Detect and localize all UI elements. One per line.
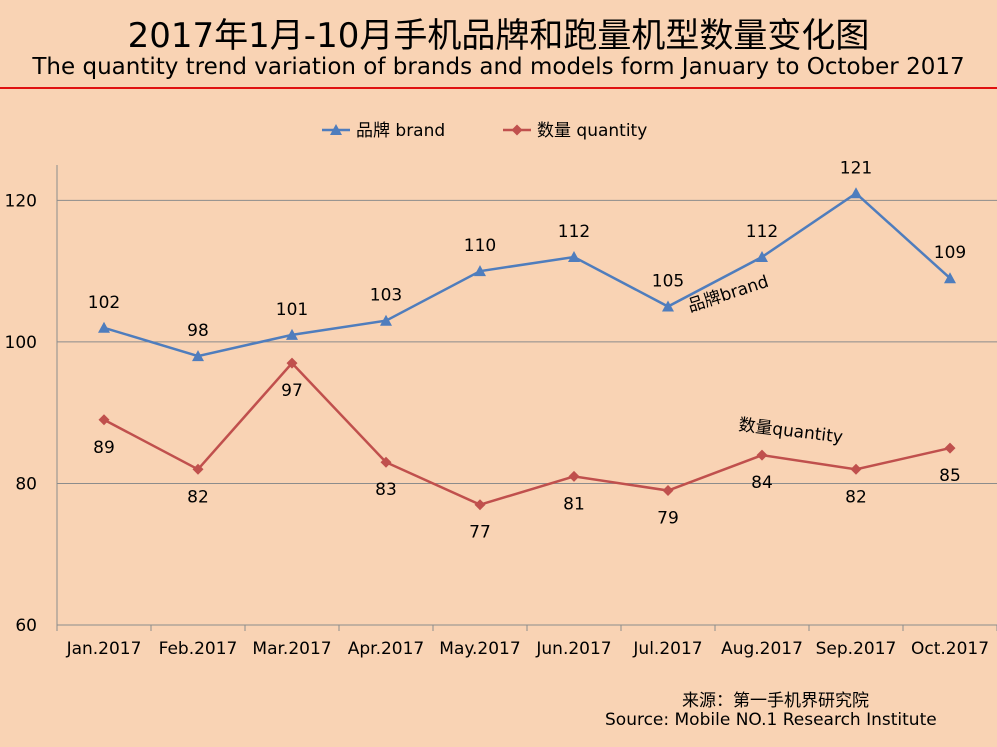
data-label: 102 [88,293,120,313]
data-label: 101 [276,300,308,320]
data-label: 84 [751,473,773,493]
data-label: 85 [939,466,961,486]
x-tick-label: Jan.2017 [66,639,142,659]
data-point [286,357,298,369]
legend-item-quantity: 数量 quantity [503,121,647,141]
series-quantity [98,357,956,511]
legend-item-brand: 品牌 brand [322,121,445,141]
x-tick-label: Jul.2017 [632,639,702,659]
inline-label-quantity: 数量quantity [737,415,844,448]
data-label: 109 [934,243,966,263]
chart-legend: 品牌 brand 数量 quantity [322,121,647,141]
data-label: 79 [657,509,679,529]
chart-axes: 60 80 100 120 Jan.2017 Feb.2017 Mar.2017 Apr.20… [5,165,997,659]
data-point [380,314,392,326]
data-label: 112 [746,222,778,242]
data-point [98,321,110,333]
data-label: 97 [281,381,303,401]
data-label: 77 [469,523,491,543]
series-layer [98,187,956,511]
data-label: 82 [187,487,209,507]
y-tick-label: 80 [15,474,37,494]
series-line [103,191,951,358]
y-tick-label: 60 [15,616,37,636]
y-tick-label: 100 [5,333,37,353]
data-point [98,414,110,426]
data-label: 112 [558,222,590,242]
data-label: 98 [187,321,209,341]
source-en: Source: Mobile NO.1 Research Institute [605,710,937,730]
data-point [850,187,862,199]
data-point [662,300,674,312]
inline-label-brand: 品牌brand [685,272,771,317]
data-point [944,272,956,284]
x-tick-label: Feb.2017 [159,639,238,659]
x-tick-label: Aug.2017 [721,639,803,659]
data-label: 89 [93,438,115,458]
data-point [944,442,956,454]
series-line [103,361,951,507]
x-tick-label: May.2017 [439,639,520,659]
data-point [662,485,674,497]
data-point [474,499,486,511]
data-point [756,449,768,461]
data-label: 110 [464,236,496,256]
data-label: 121 [840,158,872,178]
legend-label: 数量 quantity [537,121,647,141]
data-label: 103 [370,286,402,306]
x-tick-label: Apr.2017 [348,639,425,659]
x-tick-label: Sep.2017 [816,639,897,659]
data-point [474,265,486,277]
data-point [568,251,580,262]
data-label: 81 [563,494,585,514]
title-divider [0,87,997,89]
x-tick-label: Oct.2017 [911,639,989,659]
data-point [568,470,580,482]
chart-title-en: The quantity trend variation of brands a… [32,54,965,80]
data-point [756,251,768,262]
data-point [286,328,298,340]
data-label: 105 [652,272,684,292]
source-cn: 来源：第一手机界研究院 [682,691,869,711]
data-label: 82 [845,487,867,507]
series-brand [98,187,956,362]
data-label: 83 [375,480,397,500]
data-point [850,463,862,475]
data-point [192,463,204,475]
data-point [330,124,342,135]
x-tick-label: Mar.2017 [252,639,331,659]
data-point [192,350,204,362]
x-tick-label: Jun.2017 [535,639,611,659]
legend-label: 品牌 brand [356,121,445,141]
chart-title-cn: 2017年1月-10月手机品牌和跑量机型数量变化图 [127,16,870,56]
data-point [380,456,392,468]
y-tick-label: 120 [5,191,37,211]
data-point [511,124,523,136]
